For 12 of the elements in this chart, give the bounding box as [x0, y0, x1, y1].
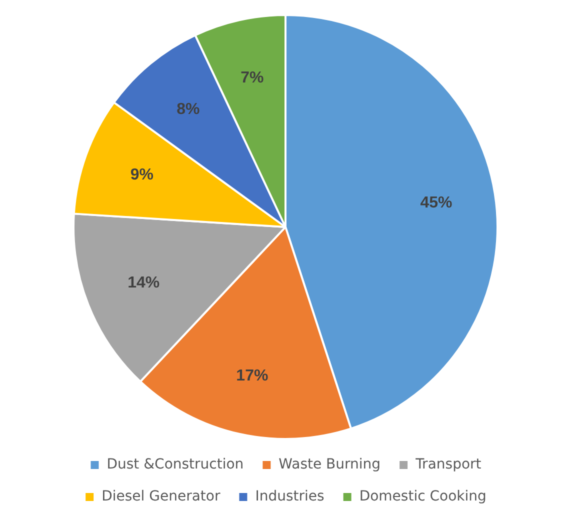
legend-label: Diesel Generator: [102, 488, 220, 505]
data-label: 7%: [240, 69, 264, 86]
data-label: 17%: [236, 367, 268, 384]
data-label: 8%: [176, 100, 200, 118]
legend-label: Waste Burning: [278, 456, 381, 473]
data-label: 45%: [420, 194, 452, 212]
legend-label: Domestic Cooking: [359, 488, 486, 505]
data-label: 14%: [128, 274, 160, 292]
legend-label: Industries: [255, 488, 324, 505]
data-label: 9%: [130, 166, 154, 184]
legend-label: Dust &Construction: [106, 456, 244, 473]
legend-label: Transport: [414, 456, 482, 473]
